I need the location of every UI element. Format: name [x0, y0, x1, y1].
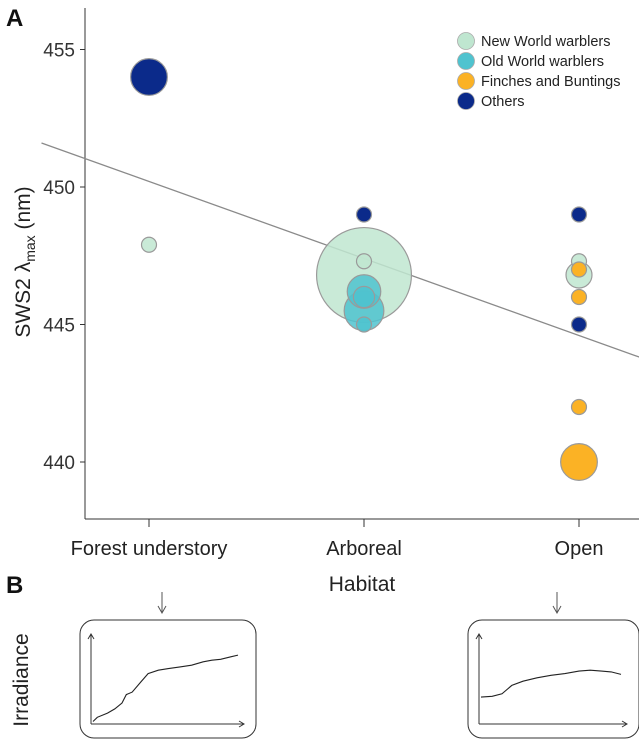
data-point [355, 253, 373, 270]
irradiance-panel [467, 592, 639, 739]
data-point [355, 206, 373, 223]
arrowhead-icon [157, 605, 167, 615]
y-axis-title: SWS2 λmax (nm) [12, 186, 38, 337]
data-point [130, 58, 168, 96]
data-point [560, 443, 598, 481]
irradiance-box [467, 619, 639, 739]
axis-arrow-icon [87, 633, 95, 640]
data-point [570, 398, 588, 416]
axis-arrow-icon [475, 633, 483, 640]
irradiance-box [79, 619, 257, 739]
legend-label: Others [481, 94, 525, 110]
legend-label: Finches and Buntings [481, 74, 620, 90]
legend-marker [457, 72, 475, 90]
data-point [570, 288, 588, 306]
x-tick-label: Forest understory [71, 538, 228, 560]
data-point [355, 316, 373, 333]
irradiance-panel [79, 592, 257, 739]
y-tick-label: 450 [43, 178, 75, 199]
data-point [570, 316, 588, 333]
y-tick-label: 440 [43, 453, 75, 474]
panel-b-label: B [6, 572, 23, 599]
panel-a-label: A [6, 5, 23, 32]
axis-arrow-icon [621, 720, 628, 728]
axis-arrow-icon [238, 720, 245, 728]
legend-label: Old World warblers [481, 54, 604, 70]
x-tick-label: Arboreal [326, 538, 402, 560]
irradiance-curve [480, 669, 622, 698]
data-point [570, 206, 588, 223]
plot-frame [84, 8, 639, 520]
legend: New World warblers Old World warblers Finc… [457, 32, 620, 110]
legend-marker [457, 92, 475, 110]
x-tick-label: Open [555, 538, 604, 560]
data-point [140, 236, 158, 253]
legend-marker [457, 52, 475, 70]
data-points [130, 58, 598, 481]
x-ticks: Forest understory Arboreal Open [71, 519, 604, 560]
legend-label: New World warblers [481, 34, 610, 50]
y-ticks: 440 445 450 455 [43, 41, 85, 474]
x-axis-title: Habitat [329, 573, 396, 596]
arrowhead-icon [552, 605, 562, 615]
irradiance-panels [79, 592, 639, 739]
irradiance-axis-title: Irradiance [10, 633, 33, 726]
irradiance-curve [92, 654, 239, 722]
data-point [570, 261, 588, 278]
y-tick-label: 445 [43, 316, 75, 337]
data-point [352, 285, 376, 309]
legend-marker [457, 32, 475, 50]
y-tick-label: 455 [43, 41, 75, 62]
